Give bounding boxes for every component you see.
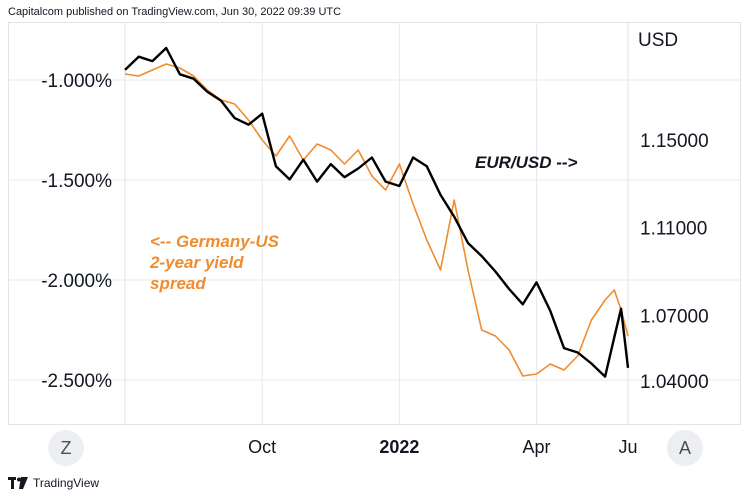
spread-annotation-line2: 2-year yield xyxy=(149,253,244,272)
left-axis-tick-label: -2.000% xyxy=(41,271,112,292)
spread-annotation-line3: spread xyxy=(150,274,206,293)
footer: TradingView xyxy=(8,476,99,490)
eurusd-annotation: EUR/USD --> xyxy=(475,153,578,172)
chart-frame xyxy=(8,22,741,424)
x-axis-tick-label: Oct xyxy=(248,437,276,457)
time-axis-bar xyxy=(8,424,741,469)
left-axis-tick-label: -1.500% xyxy=(41,171,112,192)
eurusd-series-line xyxy=(124,46,630,378)
footer-brand: TradingView xyxy=(33,476,100,490)
right-axis-unit-label: USD xyxy=(638,30,678,51)
x-axis-tick-label: 2022 xyxy=(379,437,419,457)
auto-scale-button[interactable]: A xyxy=(667,430,703,466)
left-axis-tick-label: -1.000% xyxy=(41,71,112,92)
publisher-header: Capitalcom published on TradingView.com,… xyxy=(8,6,342,18)
zoom-button[interactable]: Z xyxy=(48,430,84,466)
x-axis-tick-label: Ju xyxy=(618,437,637,457)
right-axis-tick-label: 1.15000 xyxy=(640,131,709,152)
right-axis-tick-label: 1.11000 xyxy=(640,219,707,240)
tradingview-logo-icon xyxy=(8,477,28,489)
right-axis-tick-label: 1.04000 xyxy=(640,372,709,393)
right-axis-tick-label: 1.07000 xyxy=(640,306,709,327)
left-axis-tick-label: -2.500% xyxy=(41,371,112,392)
spread-series-line xyxy=(124,63,629,377)
spread-annotation-line1: <-- Germany-US xyxy=(150,232,280,251)
x-axis-tick-label: Apr xyxy=(523,437,551,457)
